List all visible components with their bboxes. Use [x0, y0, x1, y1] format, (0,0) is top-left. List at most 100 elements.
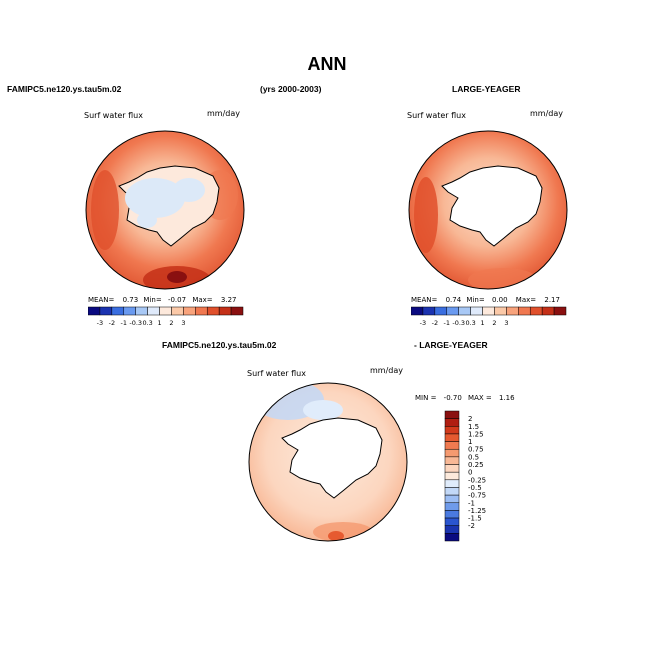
p2-colorbar-box — [553, 306, 567, 316]
p2-colorbar-box — [482, 306, 495, 316]
p1-variable-label: Surf water flux — [84, 111, 143, 120]
p2-colorbar-box — [458, 306, 471, 316]
p3-colorbar-tick: -0.25 — [468, 476, 486, 484]
p2-colorbar-box — [446, 306, 459, 316]
p3-colorbar-box — [444, 426, 460, 435]
right-obs-header: LARGE-YEAGER — [452, 84, 521, 94]
p3-colorbar-box — [444, 471, 460, 481]
p2-colorbar-tick: 0.3 — [465, 319, 475, 327]
p2-colorbar-box — [506, 306, 519, 316]
p3-colorbar-box — [444, 456, 460, 465]
p3-colorbar-tick: -0.75 — [468, 492, 486, 500]
p1-colorbar-box — [218, 306, 232, 316]
p1-mean-label: MEAN= — [88, 296, 115, 304]
p3-colorbar-box — [444, 479, 460, 488]
p3-colorbar: 21.51.2510.750.50.250-0.25-0.5-0.75-1-1.… — [444, 410, 486, 542]
p3-colorbar-box — [444, 448, 460, 458]
p2-colorbar-box — [422, 306, 436, 316]
p3-colorbar-tick: -0.5 — [468, 484, 482, 492]
p3-colorbar-tick: 0.75 — [468, 446, 484, 454]
p3-colorbar-box — [444, 418, 460, 427]
p2-mean-label: MEAN= — [411, 296, 438, 304]
p3-antarctica — [281, 417, 383, 499]
p1-colorbar-box — [111, 306, 125, 316]
p3-colorbar-tick: 2 — [468, 415, 472, 423]
p3-stats: MIN = -0.70 MAX = 1.16 — [415, 394, 515, 402]
figure-title: ANN — [307, 54, 347, 74]
diff-header-left: FAMIPC5.ne120.ys.tau5m.02 — [162, 340, 277, 350]
p3-colorbar-tick: 0.25 — [468, 461, 484, 469]
p1-max-label: Max= — [192, 296, 213, 304]
p3-colorbar-tick: -1.25 — [468, 507, 486, 515]
p2-antarctica — [441, 165, 543, 247]
p2-colorbar-tick: -1 — [444, 319, 450, 327]
p1-colorbar-box — [99, 306, 113, 316]
p3-min-label: MIN = — [415, 394, 437, 402]
p2-colorbar-tick: -0.3 — [452, 319, 465, 327]
p3-colorbar-box — [444, 517, 460, 526]
p3-variable-label: Surf water flux — [247, 369, 306, 378]
p1-colorbar-tick: 1 — [157, 319, 161, 327]
p3-colorbar-box — [444, 433, 460, 442]
p1-colorbar-tick: 2 — [169, 319, 173, 327]
p1-colorbar-tick: 0.3 — [142, 319, 152, 327]
p1-colorbar-box — [230, 306, 244, 316]
p1-colorbar-tick: -2 — [109, 319, 115, 327]
p2-max-value: 2.17 — [544, 296, 560, 304]
p1-min-value: -0.07 — [167, 296, 187, 304]
p2-colorbar-tick: -3 — [420, 319, 426, 327]
p3-min-value: -0.70 — [443, 394, 462, 402]
p3-colorbar-box — [444, 487, 460, 496]
p1-colorbar-tick: -1 — [121, 319, 127, 327]
p1-colorbar-tick: -0.3 — [129, 319, 142, 327]
p3-colorbar-tick: 0.5 — [468, 453, 479, 461]
p2-colorbar-tick: -2 — [432, 319, 438, 327]
p2-min-value: 0.00 — [491, 296, 508, 304]
p1-colorbar-box — [135, 306, 148, 316]
p3-colorbar-tick: -1 — [468, 499, 475, 507]
p3-max-value: 1.16 — [498, 394, 515, 402]
p2-colorbar: -3 -2 -1 -0.3 0.3 1 2 3 — [411, 306, 567, 327]
p2-variable-label: Surf water flux — [407, 111, 466, 120]
p1-max-value: 3.27 — [220, 296, 237, 304]
p3-colorbar-tick: 0 — [468, 469, 472, 477]
p3-colorbar-box — [444, 441, 460, 450]
p1-colorbar-box — [183, 306, 196, 316]
p3-colorbar-box — [444, 525, 460, 534]
p1-colorbar-box — [147, 306, 160, 316]
p3-colorbar-box — [444, 464, 460, 473]
p2-colorbar-box — [541, 306, 555, 316]
years-header: (yrs 2000-2003) — [260, 84, 322, 94]
p3-colorbar-box — [444, 502, 460, 511]
p2-colorbar-box — [494, 306, 507, 316]
p1-map — [85, 130, 245, 290]
p2-colorbar-box — [518, 306, 531, 316]
p1-colorbar-box — [171, 306, 184, 316]
p3-colorbar-box — [444, 510, 460, 519]
p1-colorbar-box — [195, 306, 208, 316]
p2-min-label: Min= — [466, 296, 485, 304]
p3-colorbar-tick: 1.5 — [468, 423, 479, 431]
p1-colorbar-box — [159, 306, 172, 316]
p3-colorbar-tick: -2 — [468, 522, 475, 530]
p2-colorbar-box — [529, 306, 543, 316]
p1-stats: MEAN= 0.73 Min= -0.07 Max= 3.27 — [88, 296, 236, 304]
p2-stats: MEAN= 0.74 Min= 0.00 Max= 2.17 — [411, 296, 560, 304]
p3-colorbar-box — [444, 533, 460, 542]
p1-mean-value: 0.73 — [122, 296, 139, 304]
p3-colorbar-tick: 1.25 — [468, 430, 484, 438]
left-model-header: FAMIPC5.ne120.ys.tau5m.02 — [7, 84, 122, 94]
p1-colorbar: -3 -2 -1 -0.3 0.3 1 2 3 — [88, 306, 244, 327]
diff-header-right: - LARGE-YEAGER — [414, 340, 488, 350]
p1-colorbar-box — [88, 306, 101, 316]
p2-colorbar-tick: 1 — [480, 319, 484, 327]
p1-colorbar-box — [123, 306, 136, 316]
p2-colorbar-tick: 2 — [492, 319, 496, 327]
p2-max-label: Max= — [515, 296, 537, 304]
p3-units-label: mm/day — [370, 366, 403, 375]
p1-colorbar-tick: -3 — [97, 319, 103, 327]
p3-colorbar-box — [444, 410, 460, 419]
p3-map — [248, 382, 408, 542]
p2-colorbar-tick: 3 — [504, 319, 508, 327]
p2-map — [408, 130, 568, 290]
